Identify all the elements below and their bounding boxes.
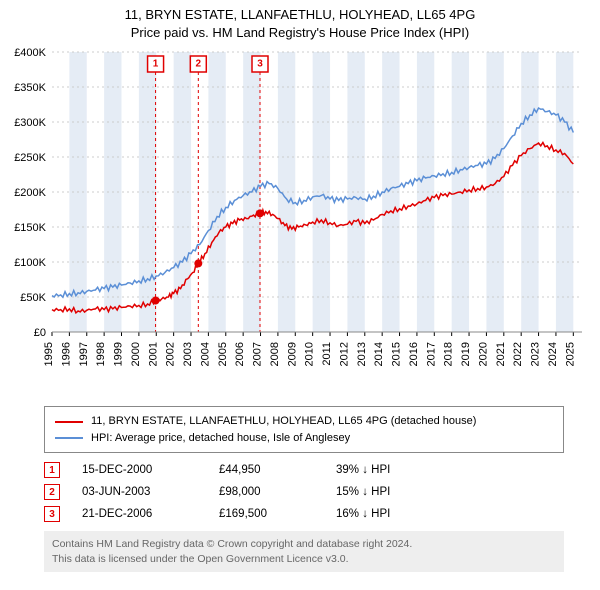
svg-text:2015: 2015 <box>391 342 403 366</box>
event-hpi-delta: 15% ↓ HPI <box>336 486 390 498</box>
line-chart: £0 £50K £100K £150K £200K £250K £300K £350K £400… <box>0 42 600 402</box>
svg-text:2014: 2014 <box>373 342 385 366</box>
attribution: Contains HM Land Registry data © Crown c… <box>44 531 564 571</box>
legend-label: 11, BRYN ESTATE, LLANFAETHLU, HOLYHEAD, … <box>91 413 476 430</box>
svg-text:2017: 2017 <box>425 342 437 366</box>
chart-container: { "title_line1": "11, BRYN ESTATE, LLANF… <box>0 0 600 572</box>
svg-text:2000: 2000 <box>130 342 142 366</box>
sale-events-table: 1 15-DEC-2000 £44,950 39% ↓ HPI 2 03-JUN… <box>44 459 564 525</box>
svg-text:2003: 2003 <box>182 342 194 366</box>
svg-text:2019: 2019 <box>460 342 472 366</box>
svg-text:£50K: £50K <box>20 292 46 304</box>
svg-text:2011: 2011 <box>321 342 333 366</box>
svg-text:2009: 2009 <box>286 342 298 366</box>
attribution-line: This data is licensed under the Open Gov… <box>52 552 556 566</box>
svg-text:2022: 2022 <box>512 342 524 366</box>
svg-text:2013: 2013 <box>356 342 368 366</box>
svg-text:2: 2 <box>196 59 202 70</box>
svg-text:2010: 2010 <box>304 342 316 366</box>
svg-text:2005: 2005 <box>217 342 229 366</box>
chart-titles: 11, BRYN ESTATE, LLANFAETHLU, HOLYHEAD, … <box>0 0 600 42</box>
svg-text:3: 3 <box>257 59 263 70</box>
legend-item: HPI: Average price, detached house, Isle… <box>55 430 553 447</box>
event-price: £44,950 <box>219 464 314 476</box>
svg-text:£350K: £350K <box>14 82 46 94</box>
event-date: 15-DEC-2000 <box>82 464 197 476</box>
svg-text:2016: 2016 <box>408 342 420 366</box>
svg-text:2023: 2023 <box>530 342 542 366</box>
svg-text:1998: 1998 <box>95 342 107 366</box>
event-marker-icon: 3 <box>44 506 60 522</box>
sale-event-row: 2 03-JUN-2003 £98,000 15% ↓ HPI <box>44 481 564 503</box>
attribution-line: Contains HM Land Registry data © Crown c… <box>52 537 556 551</box>
event-date: 21-DEC-2006 <box>82 508 197 520</box>
legend-swatch <box>55 421 83 423</box>
svg-text:£400K: £400K <box>14 47 46 59</box>
svg-text:2001: 2001 <box>147 342 159 366</box>
event-date: 03-JUN-2003 <box>82 486 197 498</box>
svg-text:2008: 2008 <box>269 342 281 366</box>
svg-text:2024: 2024 <box>547 342 559 366</box>
svg-text:£0: £0 <box>34 327 46 339</box>
svg-text:2012: 2012 <box>338 342 350 366</box>
event-price: £98,000 <box>219 486 314 498</box>
svg-text:£100K: £100K <box>14 257 46 269</box>
title-line-1: 11, BRYN ESTATE, LLANFAETHLU, HOLYHEAD, … <box>0 6 600 24</box>
svg-text:1996: 1996 <box>60 342 72 366</box>
svg-text:1: 1 <box>153 59 159 70</box>
svg-text:2025: 2025 <box>564 342 576 366</box>
svg-text:2021: 2021 <box>495 342 507 366</box>
event-hpi-delta: 16% ↓ HPI <box>336 508 390 520</box>
event-price: £169,500 <box>219 508 314 520</box>
title-line-2: Price paid vs. HM Land Registry's House … <box>0 24 600 42</box>
svg-text:£300K: £300K <box>14 117 46 129</box>
chart-svg: £0 £50K £100K £150K £200K £250K £300K £350K £400… <box>0 42 600 402</box>
sale-event-row: 1 15-DEC-2000 £44,950 39% ↓ HPI <box>44 459 564 481</box>
svg-text:2002: 2002 <box>165 342 177 366</box>
svg-text:2020: 2020 <box>477 342 489 366</box>
event-hpi-delta: 39% ↓ HPI <box>336 464 390 476</box>
legend: 11, BRYN ESTATE, LLANFAETHLU, HOLYHEAD, … <box>44 406 564 453</box>
svg-text:2004: 2004 <box>199 342 211 366</box>
svg-text:£250K: £250K <box>14 152 46 164</box>
sale-event-row: 3 21-DEC-2006 £169,500 16% ↓ HPI <box>44 503 564 525</box>
svg-text:1999: 1999 <box>113 342 125 366</box>
legend-label: HPI: Average price, detached house, Isle… <box>91 430 350 447</box>
svg-text:2007: 2007 <box>252 342 264 366</box>
svg-text:£200K: £200K <box>14 187 46 199</box>
event-marker-icon: 1 <box>44 462 60 478</box>
legend-swatch <box>55 437 83 439</box>
svg-text:£150K: £150K <box>14 222 46 234</box>
svg-text:1997: 1997 <box>78 342 90 366</box>
svg-text:1995: 1995 <box>43 342 55 366</box>
svg-text:2018: 2018 <box>443 342 455 366</box>
legend-item: 11, BRYN ESTATE, LLANFAETHLU, HOLYHEAD, … <box>55 413 553 430</box>
event-marker-icon: 2 <box>44 484 60 500</box>
svg-text:2006: 2006 <box>234 342 246 366</box>
